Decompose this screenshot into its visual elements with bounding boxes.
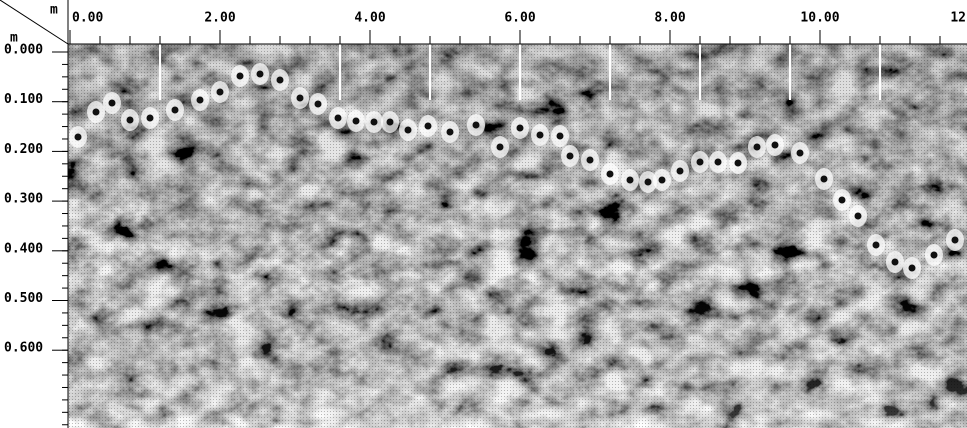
reflection-dot: [352, 117, 360, 125]
radar-image: [68, 44, 967, 428]
reflection-dot: [108, 99, 116, 107]
reflection-dot: [820, 175, 828, 183]
x-unit: m: [50, 3, 58, 18]
reflection-dot: [838, 196, 846, 204]
reflection-dot: [951, 236, 959, 244]
x-tick-label: 6.00: [504, 11, 535, 26]
x-tick-label: 0.00: [72, 11, 103, 26]
reflection-dot: [276, 76, 284, 84]
reflection-dot: [370, 118, 378, 126]
radar-hatch: [68, 44, 967, 428]
y-tick-label: 0.200: [4, 142, 43, 157]
reflection-dot: [314, 100, 322, 108]
reflection-dot: [771, 141, 779, 149]
reflection-dot: [872, 241, 880, 249]
reflection-dot: [126, 116, 134, 124]
reflection-dot: [586, 156, 594, 164]
reflection-dot: [644, 178, 652, 186]
x-tick-label: 4.00: [354, 11, 385, 26]
reflection-dot: [404, 126, 412, 134]
reflection-dot: [334, 114, 342, 122]
reflection-dot: [424, 122, 432, 130]
x-tick-label: 12: [950, 11, 966, 26]
reflection-dot: [216, 88, 224, 96]
reflection-dot: [930, 251, 938, 259]
reflection-dot: [908, 264, 916, 272]
reflection-dot: [74, 133, 82, 141]
x-tick-label: 8.00: [654, 11, 685, 26]
reflection-dot: [566, 152, 574, 160]
reflection-dot: [556, 132, 564, 140]
y-unit: m: [10, 31, 18, 46]
reflection-dot: [516, 124, 524, 132]
corner-diagonal: [0, 0, 69, 45]
reflection-dot: [734, 159, 742, 167]
y-tick-label: 0.000: [4, 43, 43, 58]
reflection-dot: [146, 114, 154, 122]
reflection-dot: [714, 158, 722, 166]
reflection-dot: [536, 131, 544, 139]
reflection-dot: [256, 70, 264, 78]
x-tick-label: 2.00: [204, 11, 235, 26]
y-tick-label: 0.600: [4, 341, 43, 356]
reflection-dot: [753, 143, 761, 151]
reflection-dot: [171, 106, 179, 114]
reflection-dot: [196, 96, 204, 104]
reflection-dot: [891, 258, 899, 266]
reflection-dot: [796, 149, 804, 157]
reflection-dot: [472, 121, 480, 129]
y-tick-label: 0.400: [4, 241, 43, 256]
reflection-dot: [296, 94, 304, 102]
reflection-dot: [236, 72, 244, 80]
x-tick-label: 10.00: [800, 11, 839, 26]
reflection-dot: [696, 158, 704, 166]
y-tick-label: 0.100: [4, 92, 43, 107]
reflection-dot: [626, 176, 634, 184]
reflection-dot: [496, 143, 504, 151]
reflection-dot: [92, 108, 100, 116]
y-tick-label: 0.300: [4, 192, 43, 207]
reflection-dot: [658, 176, 666, 184]
reflection-dot: [854, 212, 862, 220]
reflection-dot: [606, 170, 614, 178]
reflection-dot: [676, 167, 684, 175]
reflection-dot: [386, 118, 394, 126]
reflection-dot: [446, 128, 454, 136]
y-tick-label: 0.500: [4, 291, 43, 306]
